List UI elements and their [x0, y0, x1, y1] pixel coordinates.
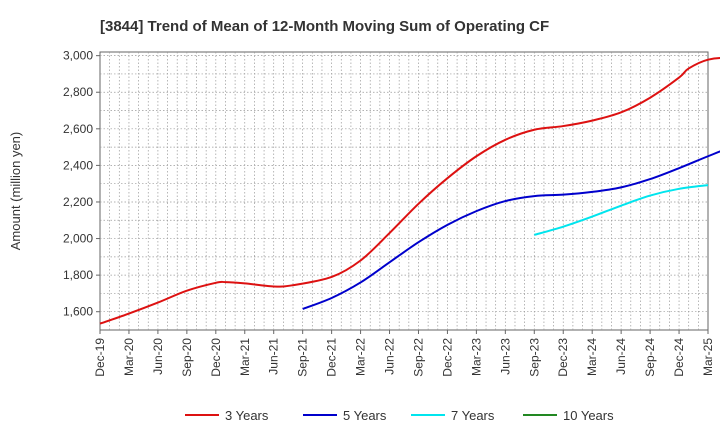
x-tick-label: Dec-21: [325, 338, 339, 377]
x-tick-label: Mar-22: [354, 338, 368, 376]
legend-label: 10 Years: [563, 408, 614, 423]
x-tick-label: Jun-22: [383, 338, 397, 375]
x-tick-label: Sep-24: [643, 338, 657, 377]
x-tick-label: Dec-20: [209, 338, 223, 377]
series-line-3-years: [99, 56, 720, 325]
series-lines: [99, 56, 720, 325]
y-axis: 1,600 1,800 2,000 2,200 2,400 2,600 2,800 3,000: [63, 49, 100, 319]
y-tick-label: 2,800: [63, 85, 93, 99]
series-line-7-years: [534, 184, 709, 236]
x-tick-label: Dec-19: [93, 338, 107, 377]
x-tick-label: Sep-23: [527, 338, 541, 377]
x-tick-label: Mar-21: [238, 338, 252, 376]
x-tick-label: Mar-24: [585, 338, 599, 376]
series-line-5-years: [302, 150, 720, 310]
legend: 3 Years 5 Years 7 Years 10 Years: [185, 408, 614, 423]
x-tick-label: Sep-21: [296, 338, 310, 377]
chart-title: [3844] Trend of Mean of 12-Month Moving …: [100, 18, 549, 35]
y-tick-label: 2,200: [63, 195, 93, 209]
y-tick-label: 3,000: [63, 49, 93, 63]
x-tick-label: Mar-23: [469, 338, 483, 376]
x-tick-label: Jun-21: [267, 338, 281, 375]
x-tick-label: Dec-23: [556, 338, 570, 377]
y-tick-label: 2,600: [63, 122, 93, 136]
x-tick-label: Dec-22: [440, 338, 454, 377]
x-tick-label: Jun-20: [151, 338, 165, 375]
y-tick-label: 2,000: [63, 232, 93, 246]
legend-label: 7 Years: [451, 408, 495, 423]
x-tick-label: Sep-20: [180, 338, 194, 377]
x-tick-label: Jun-23: [498, 338, 512, 375]
y-axis-title: Amount (million yen): [8, 132, 23, 251]
x-tick-label: Jun-24: [614, 338, 628, 375]
plot-area: [99, 51, 709, 331]
legend-label: 5 Years: [343, 408, 387, 423]
x-tick-label: Dec-24: [672, 338, 686, 377]
x-tick-label: Mar-20: [122, 338, 136, 376]
x-axis: Dec-19 Mar-20 Jun-20 Sep-20 Dec-20 Mar-21 Jun-…: [93, 330, 715, 377]
x-tick-label: Sep-22: [411, 338, 425, 377]
grid-lines: [100, 52, 708, 330]
y-tick-label: 1,600: [63, 305, 93, 319]
x-tick-label: Mar-25: [701, 338, 715, 376]
legend-label: 3 Years: [225, 408, 269, 423]
y-tick-label: 2,400: [63, 158, 93, 172]
y-tick-label: 1,800: [63, 268, 93, 282]
